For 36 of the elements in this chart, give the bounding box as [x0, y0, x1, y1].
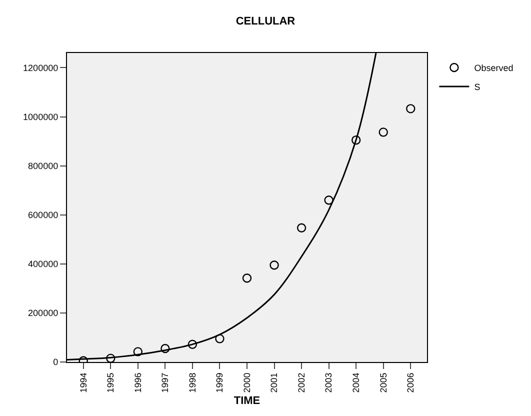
- point: [133, 347, 143, 356]
- point: [160, 344, 170, 354]
- x-tick-label: 1997: [160, 372, 170, 393]
- x-tick-label: 1996: [132, 372, 143, 393]
- point: [296, 223, 306, 232]
- point: [406, 104, 416, 114]
- y-tick-label: 800000: [28, 160, 58, 171]
- point: [242, 274, 252, 283]
- y-tick-label: 1200000: [23, 62, 58, 73]
- point: [270, 260, 279, 270]
- point: [106, 354, 116, 362]
- legend-label: S: [474, 82, 480, 92]
- point: [188, 340, 198, 349]
- y-tick-label: 200000: [28, 308, 58, 318]
- point: [324, 196, 334, 205]
- y-tick-label: 600000: [28, 210, 58, 220]
- y-tick-label: 0: [53, 357, 58, 368]
- x-tick-label: 2004: [351, 372, 362, 393]
- x-tick-label: 1995: [106, 372, 116, 393]
- x-tick-label: 1994: [78, 372, 88, 393]
- legend-label: Observed: [474, 63, 514, 74]
- chart-title: CELLULAR: [236, 15, 296, 28]
- x-tick-label: 2006: [406, 372, 416, 393]
- y-tick-label: 1000000: [23, 112, 58, 122]
- y-tick-label: 400000: [28, 259, 58, 270]
- x-tick-label: 1998: [187, 372, 198, 393]
- x-tick-label: 2000: [242, 372, 252, 393]
- x-axis-title: TIME: [234, 394, 260, 407]
- x-tick-label: 2003: [324, 372, 334, 393]
- point: [378, 128, 388, 137]
- x-tick-label: 2001: [269, 372, 280, 393]
- x-tick-label: 2005: [378, 372, 388, 393]
- x-tick-label: 2002: [296, 372, 306, 393]
- point: [215, 334, 224, 344]
- point: [351, 135, 361, 145]
- x-tick-label: 1999: [214, 372, 225, 393]
